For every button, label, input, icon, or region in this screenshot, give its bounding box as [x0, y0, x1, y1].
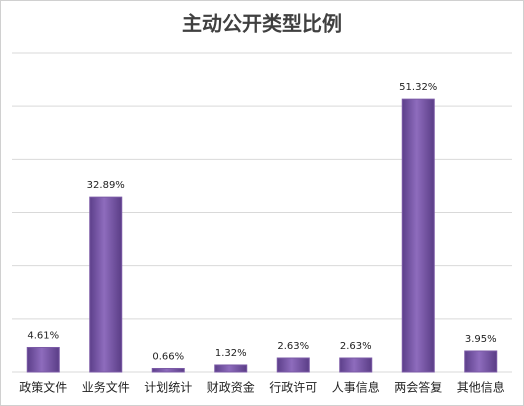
bar	[214, 364, 248, 373]
x-tick-label: 人事信息	[332, 380, 380, 395]
bar	[339, 357, 373, 373]
value-label: 32.89%	[87, 180, 125, 191]
x-tick-label: 业务文件	[82, 380, 130, 395]
value-label: 3.95%	[465, 334, 497, 345]
bar	[464, 350, 498, 373]
value-label: 2.63%	[277, 341, 309, 352]
x-tick-label: 其他信息	[457, 380, 505, 395]
bar	[89, 196, 123, 373]
value-label: 1.32%	[215, 348, 247, 359]
x-tick-label: 行政许可	[269, 381, 317, 395]
x-tick-label: 财政资金	[207, 380, 255, 395]
bar	[401, 98, 435, 373]
chart-title: 主动公开类型比例	[182, 12, 342, 36]
value-label: 51.32%	[399, 82, 437, 93]
bar	[276, 357, 310, 373]
x-tick-label: 两会答复	[394, 380, 442, 395]
value-label: 4.61%	[27, 330, 59, 341]
value-label: 2.63%	[340, 341, 372, 352]
x-tick-label: 计划统计	[144, 381, 192, 395]
x-tick-label: 政策文件	[19, 380, 67, 395]
value-label: 0.66%	[152, 351, 184, 362]
bar	[151, 367, 185, 373]
bar	[26, 346, 60, 373]
